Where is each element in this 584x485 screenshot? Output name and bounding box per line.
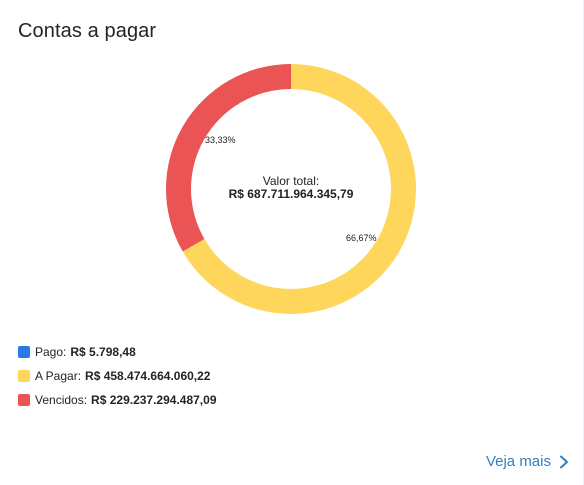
see-more-label: Veja mais	[485, 453, 551, 470]
total-label: Valor total:	[262, 174, 320, 188]
chart-legend: Pago: R$ 5.798,48 A Pagar: R$ 458.474.66…	[18, 340, 217, 412]
legend-swatch-pago	[18, 346, 30, 358]
see-more-link[interactable]: Veja mais	[486, 453, 569, 470]
donut-chart: Valor total: R$ 687.711.964.345,79 66,67…	[165, 63, 417, 315]
legend-swatch-vencidos	[18, 394, 30, 406]
legend-label: Pago:	[35, 345, 67, 359]
percent-label-a-pagar: 66,67%	[346, 232, 377, 243]
legend-value: R$ 5.798,48	[70, 345, 136, 359]
donut-slice-vencidos[interactable]	[165, 64, 291, 252]
chevron-right-icon	[560, 455, 568, 468]
chart-center-text: Valor total: R$ 687.711.964.345,79	[165, 175, 417, 201]
percent-label-vencidos: 33,33%	[204, 135, 236, 146]
total-value: R$ 687.711.964.345,79	[228, 187, 354, 201]
legend-item-a-pagar[interactable]: A Pagar: R$ 458.474.664.060,22	[18, 364, 217, 388]
legend-label: A Pagar:	[35, 369, 82, 383]
donut-svg	[165, 64, 416, 314]
legend-item-pago[interactable]: Pago: R$ 5.798,48	[18, 340, 217, 364]
legend-value: R$ 458.474.664.060,22	[85, 369, 211, 383]
legend-swatch-a-pagar	[18, 370, 30, 382]
legend-label: Vencidos:	[35, 393, 88, 407]
legend-item-vencidos[interactable]: Vencidos: R$ 229.237.294.487,09	[18, 388, 217, 412]
card-title: Contas a pagar	[18, 20, 157, 42]
legend-value: R$ 229.237.294.487,09	[91, 393, 217, 407]
